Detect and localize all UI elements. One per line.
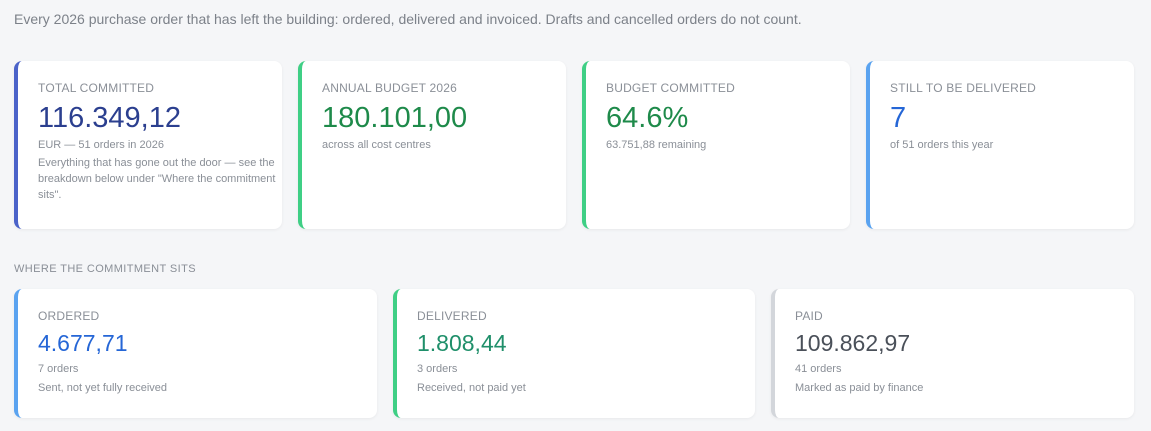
card-label: ORDERED: [38, 309, 100, 323]
still-to-deliver-card: STILL TO BE DELIVERED 7 of 51 orders thi…: [866, 61, 1134, 229]
card-desc: Sent, not yet fully received: [38, 382, 168, 394]
paid-card: PAID 109.862,97 41 orders Marked as paid…: [771, 289, 1134, 418]
annual-budget-card: ANNUAL BUDGET 2026 180.101,00 across all…: [298, 61, 566, 229]
card-value: 7: [890, 102, 907, 134]
card-label: TOTAL COMMITTED: [38, 81, 155, 95]
card-label: ANNUAL BUDGET 2026: [322, 81, 457, 95]
card-value: 1.808,44: [417, 330, 507, 356]
ordered-card: ORDERED 4.677,71 7 orders Sent, not yet …: [14, 289, 377, 418]
card-sub: 63.751,88 remaining: [606, 139, 707, 151]
card-value: 64.6%: [606, 102, 689, 134]
card-sub: EUR — 51 orders in 2026: [38, 139, 164, 151]
card-note: Everything that has gone out the door — …: [38, 157, 276, 201]
card-value: 180.101,00: [322, 102, 468, 134]
card-value: 109.862,97: [795, 330, 911, 356]
card-count: 3 orders: [417, 363, 458, 375]
card-value: 4.677,71: [38, 330, 128, 356]
card-desc: Received, not paid yet: [417, 382, 526, 394]
page-intro: Every 2026 purchase order that has left …: [14, 11, 802, 27]
card-label: DELIVERED: [417, 309, 487, 323]
card-sub: of 51 orders this year: [890, 139, 994, 151]
card-label: BUDGET COMMITTED: [606, 81, 735, 95]
card-count: 7 orders: [38, 363, 79, 375]
total-committed-card: TOTAL COMMITTED 116.349,12 EUR — 51 orde…: [14, 61, 282, 229]
card-desc: Marked as paid by finance: [795, 382, 924, 394]
delivered-card: DELIVERED 1.808,44 3 orders Received, no…: [393, 289, 755, 418]
card-label: STILL TO BE DELIVERED: [890, 81, 1037, 95]
card-label: PAID: [795, 309, 823, 323]
card-sub: across all cost centres: [322, 139, 431, 151]
budget-committed-card: BUDGET COMMITTED 64.6% 63.751,88 remaini…: [582, 61, 850, 229]
card-value: 116.349,12: [38, 102, 181, 134]
section-title: WHERE THE COMMITMENT SITS: [14, 263, 196, 275]
card-count: 41 orders: [795, 363, 842, 375]
